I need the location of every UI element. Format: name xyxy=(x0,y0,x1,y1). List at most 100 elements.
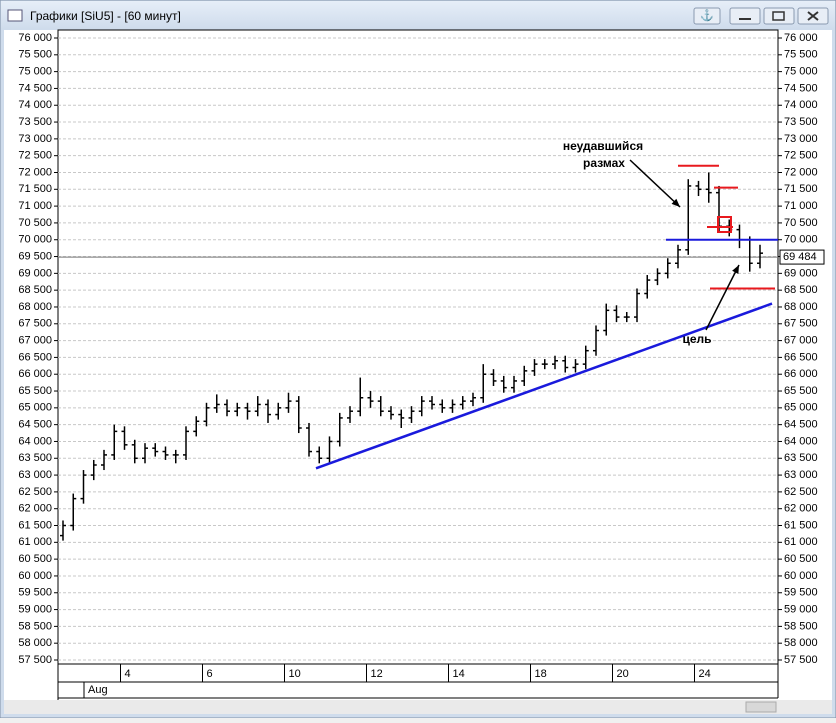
y-tick-label: 70 000 xyxy=(18,234,52,246)
y-tick-label: 64 500 xyxy=(18,419,52,431)
y-tick-label: 68 000 xyxy=(784,301,818,313)
y-tick-label: 73 500 xyxy=(784,116,818,128)
y-tick-label: 58 500 xyxy=(784,620,818,632)
anchor-icon: ⚓ xyxy=(700,9,714,22)
y-tick-label: 74 500 xyxy=(784,82,818,94)
restore-icon xyxy=(772,11,785,21)
y-tick-label: 66 500 xyxy=(18,351,52,363)
scrollbar-thumb[interactable] xyxy=(745,701,777,713)
y-tick-label: 65 000 xyxy=(784,402,818,414)
x-tick-label: 6 xyxy=(207,668,213,680)
y-tick-label: 68 500 xyxy=(18,284,52,296)
y-tick-label: 62 000 xyxy=(18,503,52,515)
y-tick-label: 62 500 xyxy=(784,486,818,498)
y-tick-label: 73 000 xyxy=(784,133,818,145)
month-label: Aug xyxy=(88,684,108,696)
x-tick-label: 4 xyxy=(125,668,131,680)
minimize-button[interactable] xyxy=(729,7,761,25)
y-tick-label: 60 500 xyxy=(784,553,818,565)
arrow xyxy=(705,264,740,331)
y-tick-label: 59 000 xyxy=(784,603,818,615)
y-tick-label: 59 500 xyxy=(784,587,818,599)
y-tick-label: 74 500 xyxy=(18,82,52,94)
y-tick-label: 66 000 xyxy=(18,368,52,380)
y-tick-label: 61 500 xyxy=(18,519,52,531)
y-tick-label: 59 500 xyxy=(18,587,52,599)
y-tick-label: 64 500 xyxy=(784,419,818,431)
annotation: неудавшийся xyxy=(563,139,643,153)
last-price-label: 69 484 xyxy=(783,251,817,263)
last-price-box xyxy=(779,249,825,265)
y-tick-label: 63 000 xyxy=(784,469,818,481)
x-tick-label: 14 xyxy=(453,668,465,680)
y-tick-label: 65 500 xyxy=(18,385,52,397)
y-tick-label: 60 000 xyxy=(18,570,52,582)
red-box xyxy=(717,216,732,233)
scrollbar[interactable] xyxy=(4,700,832,714)
y-tick-label: 61 000 xyxy=(18,536,52,548)
y-tick-label: 65 000 xyxy=(18,402,52,414)
y-tick-label: 64 000 xyxy=(18,435,52,447)
y-tick-label: 76 000 xyxy=(18,32,52,44)
window-icon xyxy=(7,9,23,22)
annotation: размах xyxy=(583,156,625,170)
y-tick-label: 72 000 xyxy=(784,166,818,178)
y-tick-label: 65 500 xyxy=(784,385,818,397)
y-tick-label: 66 000 xyxy=(784,368,818,380)
y-tick-label: 74 000 xyxy=(18,99,52,111)
y-tick-label: 68 000 xyxy=(18,301,52,313)
y-tick-label: 60 500 xyxy=(18,553,52,565)
x-tick-label: 10 xyxy=(289,668,301,680)
y-tick-label: 67 000 xyxy=(784,335,818,347)
y-tick-label: 63 500 xyxy=(18,452,52,464)
x-tick-label: 18 xyxy=(535,668,547,680)
y-tick-label: 58 000 xyxy=(784,637,818,649)
y-tick-label: 71 500 xyxy=(784,183,818,195)
arrow-head xyxy=(671,198,680,207)
y-tick-label: 74 000 xyxy=(784,99,818,111)
y-tick-label: 57 500 xyxy=(784,654,818,666)
x-tick-label: 12 xyxy=(371,668,383,680)
y-tick-label: 67 500 xyxy=(784,318,818,330)
y-tick-label: 58 000 xyxy=(18,637,52,649)
y-tick-label: 61 500 xyxy=(784,519,818,531)
y-tick-label: 66 500 xyxy=(784,351,818,363)
trendline xyxy=(315,302,773,470)
y-tick-label: 68 500 xyxy=(784,284,818,296)
x-tick-label: 24 xyxy=(699,668,711,680)
y-tick-label: 70 000 xyxy=(784,234,818,246)
y-tick-label: 70 500 xyxy=(784,217,818,229)
y-tick-label: 63 500 xyxy=(784,452,818,464)
plot: 76 000 76 000 75 500 75 500 75 000 75 000 74 5… xyxy=(18,32,825,682)
arrow-head xyxy=(732,265,739,274)
y-tick-label: 61 000 xyxy=(784,536,818,548)
y-tick-label: 75 500 xyxy=(18,49,52,61)
anchor-button[interactable] xyxy=(693,7,721,25)
y-tick-label: 72 000 xyxy=(18,166,52,178)
y-tick-label: 76 000 xyxy=(784,32,818,44)
y-tick-label: 73 000 xyxy=(18,133,52,145)
y-tick-label: 73 500 xyxy=(18,116,52,128)
y-tick-label: 62 500 xyxy=(18,486,52,498)
y-tick-label: 67 500 xyxy=(18,318,52,330)
y-tick-label: 69 500 xyxy=(18,250,52,262)
y-tick-label: 60 000 xyxy=(784,570,818,582)
y-tick-label: 64 000 xyxy=(784,435,818,447)
y-tick-label: 72 500 xyxy=(784,150,818,162)
y-tick-label: 58 500 xyxy=(18,620,52,632)
y-tick-label: 70 500 xyxy=(18,217,52,229)
y-tick-label: 75 000 xyxy=(784,66,818,78)
y-tick-label: 75 000 xyxy=(18,66,52,78)
y-tick-label: 57 500 xyxy=(18,654,52,666)
y-tick-label: 75 500 xyxy=(784,49,818,61)
x-tick-label: 20 xyxy=(617,668,629,680)
restore-button[interactable] xyxy=(763,7,795,25)
y-tick-label: 69 000 xyxy=(18,267,52,279)
arrow xyxy=(629,159,681,208)
y-tick-label: 59 000 xyxy=(18,603,52,615)
window-title: Графики [SiU5] - [60 минут] xyxy=(30,9,181,23)
plot-area xyxy=(57,29,779,665)
y-tick-label: 69 000 xyxy=(784,267,818,279)
